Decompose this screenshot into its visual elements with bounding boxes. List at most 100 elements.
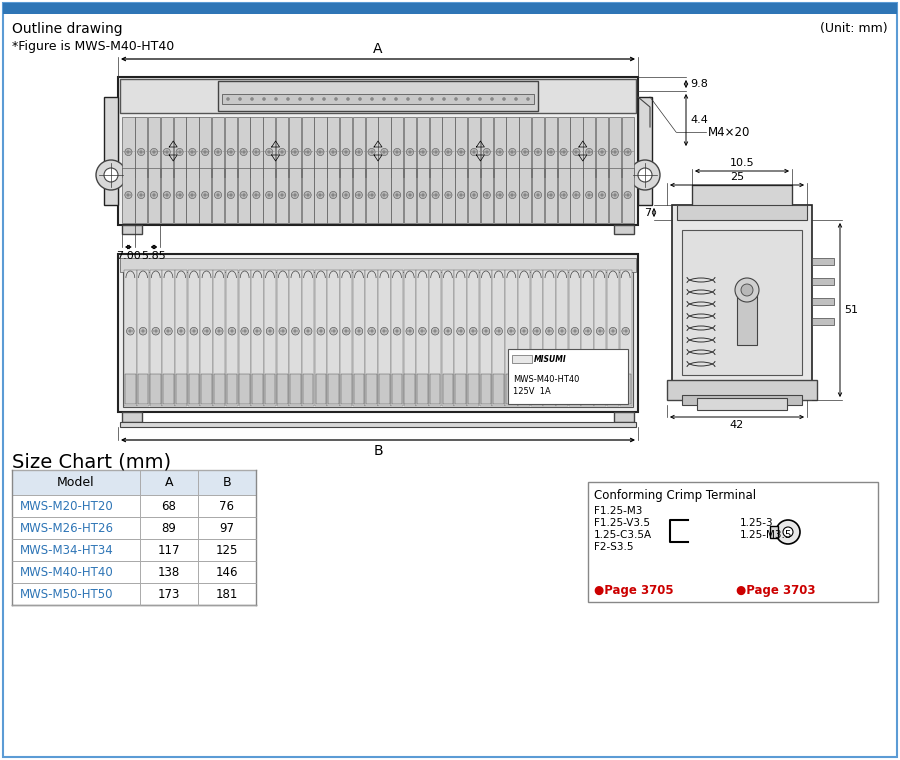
Bar <box>263 168 275 223</box>
Circle shape <box>368 328 375 335</box>
Circle shape <box>278 192 285 198</box>
Circle shape <box>226 97 230 101</box>
Bar <box>176 374 186 404</box>
Circle shape <box>125 148 132 156</box>
Bar <box>557 168 570 223</box>
Text: Conforming Crimp Terminal: Conforming Crimp Terminal <box>594 489 756 502</box>
Bar <box>120 258 636 272</box>
Bar <box>353 270 365 406</box>
Bar <box>314 117 327 177</box>
Text: 181: 181 <box>216 587 239 600</box>
Bar <box>455 374 466 404</box>
Bar <box>404 117 416 177</box>
Circle shape <box>190 328 198 335</box>
Bar <box>302 117 314 177</box>
Text: ●Page 3703: ●Page 3703 <box>736 584 815 597</box>
Circle shape <box>370 97 374 101</box>
Bar <box>328 270 339 406</box>
Circle shape <box>430 97 434 101</box>
Bar <box>340 168 352 223</box>
Bar <box>340 117 352 177</box>
Bar <box>366 374 377 404</box>
Circle shape <box>342 148 349 156</box>
Text: 10.5: 10.5 <box>730 158 754 168</box>
Circle shape <box>202 148 209 156</box>
Bar <box>122 412 142 422</box>
Circle shape <box>177 328 185 335</box>
Text: M4×20: M4×20 <box>708 125 751 138</box>
Bar <box>138 374 148 404</box>
Bar <box>327 168 339 223</box>
Bar <box>340 270 353 406</box>
Text: 42: 42 <box>730 420 744 430</box>
Bar <box>468 117 480 177</box>
Circle shape <box>140 328 147 335</box>
Bar <box>199 117 212 177</box>
Bar <box>430 374 440 404</box>
Bar <box>557 117 570 177</box>
Bar <box>238 117 249 177</box>
Bar <box>417 270 428 406</box>
Bar <box>186 117 199 177</box>
Bar <box>596 168 608 223</box>
Text: 9.8: 9.8 <box>690 79 708 89</box>
Bar <box>250 117 263 177</box>
Bar <box>682 395 802 405</box>
Text: A: A <box>374 42 382 56</box>
Circle shape <box>571 328 579 335</box>
Bar <box>392 168 403 223</box>
Circle shape <box>471 192 478 198</box>
Bar <box>328 374 339 404</box>
Bar <box>201 270 212 406</box>
Text: 117: 117 <box>158 543 180 556</box>
Bar <box>544 270 555 406</box>
Circle shape <box>329 148 337 156</box>
Bar <box>481 168 493 223</box>
Bar <box>429 168 442 223</box>
Circle shape <box>334 97 338 101</box>
Circle shape <box>214 148 221 156</box>
Bar <box>265 374 275 404</box>
Bar <box>161 117 173 177</box>
Bar <box>455 168 467 223</box>
Circle shape <box>407 148 414 156</box>
Bar <box>302 270 314 406</box>
Circle shape <box>278 148 285 156</box>
Bar <box>149 270 162 406</box>
Bar <box>505 270 518 406</box>
Bar <box>218 81 538 111</box>
Bar <box>518 374 529 404</box>
Circle shape <box>597 328 604 335</box>
Bar <box>442 168 454 223</box>
Circle shape <box>432 148 439 156</box>
Circle shape <box>609 328 617 335</box>
Text: F1.25-V3.5: F1.25-V3.5 <box>594 518 650 528</box>
Bar <box>570 374 580 404</box>
Bar <box>619 270 632 406</box>
Bar <box>148 117 160 177</box>
Bar <box>571 117 582 177</box>
Bar <box>508 349 628 404</box>
Circle shape <box>393 328 400 335</box>
Circle shape <box>286 97 290 101</box>
Circle shape <box>741 284 753 296</box>
Circle shape <box>317 148 324 156</box>
Bar <box>163 374 174 404</box>
Bar <box>481 374 491 404</box>
Text: 97: 97 <box>220 521 235 534</box>
Circle shape <box>471 148 478 156</box>
Circle shape <box>560 192 567 198</box>
Circle shape <box>368 192 375 198</box>
Bar <box>118 254 638 412</box>
Bar <box>443 374 454 404</box>
Circle shape <box>241 328 248 335</box>
Circle shape <box>228 328 236 335</box>
Bar <box>135 168 148 223</box>
Circle shape <box>520 328 528 335</box>
Bar <box>557 374 568 404</box>
Bar <box>493 374 504 404</box>
Circle shape <box>547 148 554 156</box>
Circle shape <box>406 97 410 101</box>
Circle shape <box>735 278 759 302</box>
Bar <box>161 168 173 223</box>
